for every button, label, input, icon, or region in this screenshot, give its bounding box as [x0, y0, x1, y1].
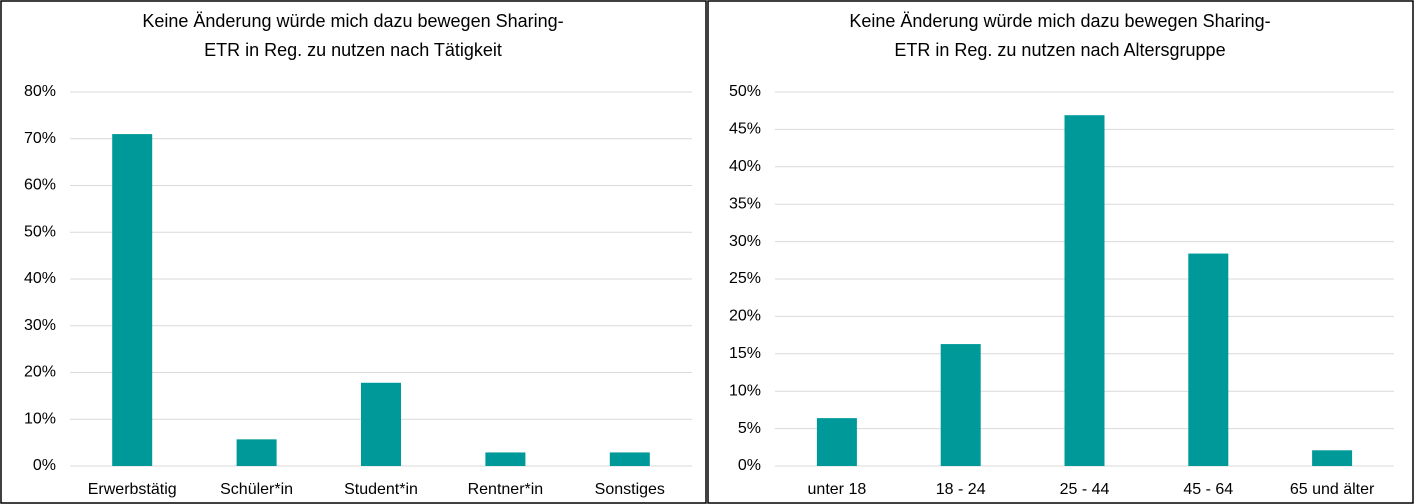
y-tick-label: 80% — [24, 83, 56, 100]
y-tick-label: 50% — [24, 223, 56, 240]
bar — [236, 439, 277, 466]
panel-border — [0, 0, 707, 504]
x-tick-label: Student*in — [344, 481, 418, 498]
bar — [1312, 450, 1353, 466]
y-tick-label: 0% — [738, 457, 761, 474]
y-tick-label: 70% — [24, 130, 56, 147]
x-tick-label: 18 - 24 — [936, 481, 986, 498]
bar — [485, 452, 526, 466]
x-tick-label: Erwerbstätig — [88, 481, 177, 498]
y-tick-label: 40% — [24, 270, 56, 287]
panel-border — [707, 0, 1414, 504]
chart-title: Keine Änderung würde mich dazu bewegen S… — [849, 11, 1270, 31]
x-tick-label: Rentner*in — [468, 481, 544, 498]
x-tick-label: 25 - 44 — [1060, 481, 1110, 498]
x-tick-label: 45 - 64 — [1183, 481, 1233, 498]
chart-title: ETR in Reg. zu nutzen nach Altersgruppe — [894, 40, 1225, 60]
bar — [609, 452, 650, 466]
bar — [816, 418, 857, 466]
chart-title: ETR in Reg. zu nutzen nach Tätigkeit — [204, 40, 502, 60]
x-tick-label: 65 und älter — [1290, 481, 1375, 498]
y-tick-label: 20% — [24, 364, 56, 381]
y-tick-label: 5% — [738, 420, 761, 437]
y-tick-label: 20% — [729, 308, 761, 325]
y-tick-label: 40% — [729, 158, 761, 175]
x-tick-label: unter 18 — [808, 481, 867, 498]
bar — [1188, 253, 1229, 466]
x-tick-label: Schüler*in — [220, 481, 293, 498]
y-tick-label: 30% — [729, 233, 761, 250]
y-tick-label: 10% — [24, 410, 56, 427]
bar — [361, 382, 401, 466]
bar — [112, 134, 153, 466]
y-tick-label: 35% — [729, 195, 761, 212]
y-tick-label: 45% — [729, 121, 761, 138]
y-tick-label: 60% — [24, 177, 56, 194]
y-tick-label: 0% — [33, 457, 56, 474]
chart-title: Keine Änderung würde mich dazu bewegen S… — [142, 11, 563, 31]
y-tick-label: 25% — [729, 270, 761, 287]
x-tick-label: Sonstiges — [595, 481, 665, 498]
y-tick-label: 50% — [729, 83, 761, 100]
y-tick-label: 10% — [729, 382, 761, 399]
y-tick-label: 30% — [24, 317, 56, 334]
bar — [940, 344, 981, 466]
y-tick-label: 15% — [729, 345, 761, 362]
bar — [1064, 115, 1105, 467]
